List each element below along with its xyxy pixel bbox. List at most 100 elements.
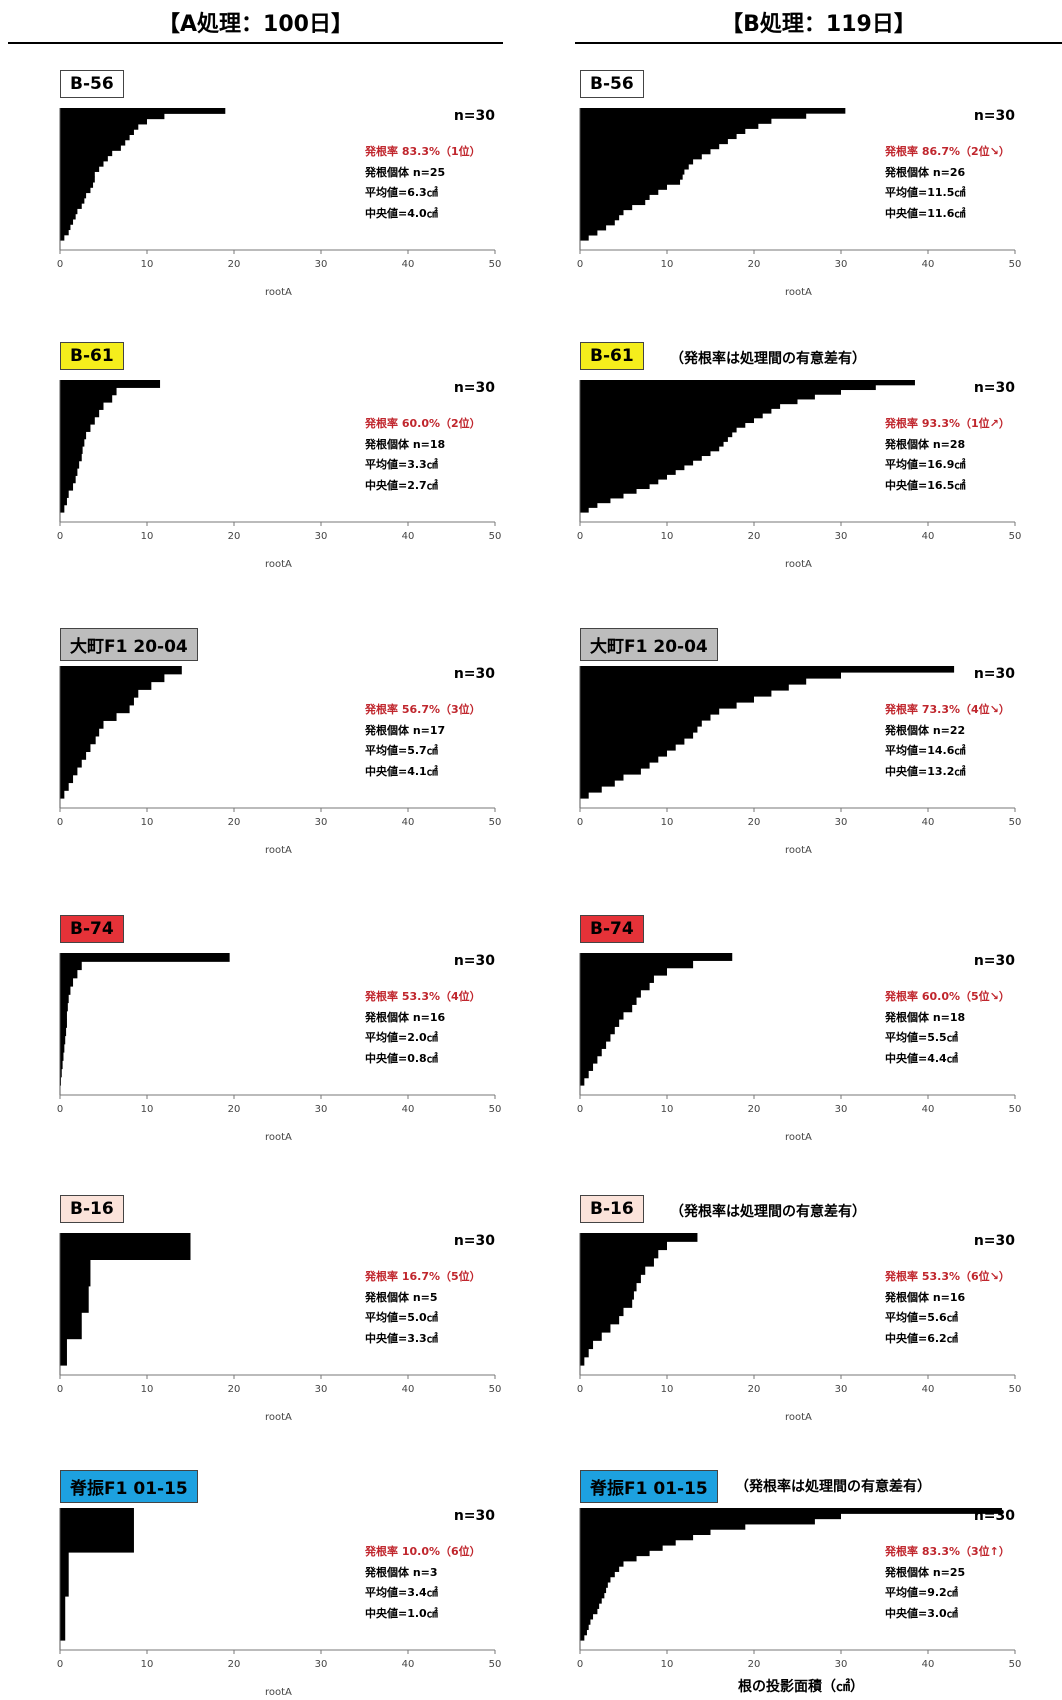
x-axis-title: rootA <box>785 845 812 856</box>
bar <box>60 181 94 188</box>
rooting-rate: 発根率 56.7%（3位） <box>365 703 481 716</box>
bar <box>580 750 667 757</box>
bar <box>60 666 182 675</box>
bar <box>580 1576 611 1583</box>
bar <box>580 224 607 231</box>
bar <box>60 468 78 476</box>
bar <box>580 174 683 180</box>
x-tick-label: 40 <box>402 259 415 270</box>
bar <box>580 1282 637 1292</box>
bar <box>580 168 685 175</box>
variety-label: B-74 <box>580 915 644 943</box>
bar <box>580 408 772 414</box>
significance-note: （発根率は処理間の有意差有） <box>670 351 866 367</box>
bar <box>60 176 95 183</box>
x-tick-label: 10 <box>141 1659 154 1670</box>
bar <box>580 507 589 513</box>
variety-label: 脊振F1 01-15 <box>580 1470 718 1503</box>
sample-size: n=30 <box>453 1508 495 1524</box>
bar <box>580 1550 650 1557</box>
bar-chart: 0 10 20 30 40 50 <box>57 666 501 828</box>
bar <box>580 975 654 983</box>
x-tick-label: 10 <box>661 817 674 828</box>
bar <box>60 961 82 971</box>
variety-label: B-16 <box>60 1195 124 1223</box>
bar <box>60 712 117 721</box>
bar <box>580 229 598 236</box>
x-tick-label: 50 <box>489 1659 502 1670</box>
bar <box>60 759 82 768</box>
x-tick-label: 40 <box>922 531 935 542</box>
bar <box>60 197 85 204</box>
bar <box>580 1592 605 1599</box>
x-tick-label: 30 <box>315 1104 328 1115</box>
bar-chart: 0 10 20 30 40 50 <box>577 108 1021 270</box>
bar <box>580 1315 620 1325</box>
chart-panel-a-2: 大町F1 20-04 0 10 20 30 40 50 rootA n=30 発根率 56.7%（… <box>57 628 530 858</box>
bar <box>60 224 71 231</box>
bar <box>60 766 78 776</box>
x-axis-title: rootA <box>265 1412 292 1423</box>
bar <box>580 726 698 733</box>
x-tick-label: 40 <box>922 1659 935 1670</box>
mean-value: 平均値=3.3㎠ <box>365 458 438 471</box>
bar-chart: 0 10 20 30 40 50 <box>57 1508 502 1670</box>
bar <box>580 403 781 409</box>
bar <box>60 446 83 454</box>
x-tick-label: 50 <box>1009 1384 1022 1395</box>
bar <box>580 194 650 200</box>
bar <box>60 166 100 172</box>
mean-value: 平均値=2.0㎠ <box>365 1031 438 1044</box>
bar <box>580 143 720 150</box>
bar <box>580 780 615 787</box>
mean-value: 平均値=16.9㎠ <box>885 458 966 471</box>
bar <box>60 229 69 236</box>
bar <box>60 689 139 698</box>
bar <box>60 735 96 745</box>
rooted-count: 発根個体 n=28 <box>885 437 966 451</box>
median-value: 中央値=3.0㎠ <box>885 1606 958 1620</box>
bar <box>580 422 746 428</box>
bar <box>580 1613 594 1620</box>
x-tick-label: 40 <box>402 1384 415 1395</box>
bar <box>580 702 737 709</box>
x-tick-label: 0 <box>577 259 583 270</box>
bar <box>580 690 772 697</box>
x-tick-label: 20 <box>228 1384 241 1395</box>
x-tick-label: 0 <box>57 817 63 828</box>
x-axis-title: rootA <box>785 1132 812 1143</box>
bar <box>580 1603 600 1609</box>
mean-value: 平均値=5.5㎠ <box>885 1031 958 1044</box>
bar <box>580 774 624 781</box>
bar <box>580 768 641 775</box>
x-tick-label: 50 <box>489 259 502 270</box>
bar <box>60 192 87 199</box>
significance-note: （発根率は処理間の有意差有） <box>735 1479 931 1495</box>
bar <box>580 953 733 961</box>
median-value: 中央値=4.4㎠ <box>885 1051 958 1065</box>
mean-value: 平均値=5.0㎠ <box>365 1311 438 1324</box>
bar <box>60 213 76 220</box>
bar <box>580 497 611 504</box>
median-value: 中央値=6.2㎠ <box>885 1331 958 1345</box>
bar <box>60 380 161 388</box>
bar-chart: 0 10 20 30 40 50 <box>57 1233 501 1395</box>
sample-size: n=30 <box>973 380 1015 396</box>
header-left-rule <box>8 42 503 44</box>
x-tick-label: 10 <box>141 817 154 828</box>
x-tick-label: 40 <box>402 817 415 828</box>
chart-panel-b-0: B-56 0 10 20 30 40 50 rootA n=30 発根率 86.7%（2位↘） 発根… <box>577 70 1050 300</box>
bar <box>60 504 65 513</box>
bar <box>60 431 87 440</box>
bar <box>580 460 694 466</box>
bar-chart: 0 10 20 30 40 50 <box>577 1508 1021 1670</box>
x-tick-label: 40 <box>402 1659 415 1670</box>
bar <box>580 1587 607 1594</box>
x-tick-label: 20 <box>228 259 241 270</box>
bar <box>580 469 676 475</box>
bar <box>580 1307 624 1317</box>
bar <box>60 704 130 714</box>
bar <box>580 1249 659 1259</box>
bar <box>580 1597 602 1604</box>
bar <box>60 1060 63 1070</box>
